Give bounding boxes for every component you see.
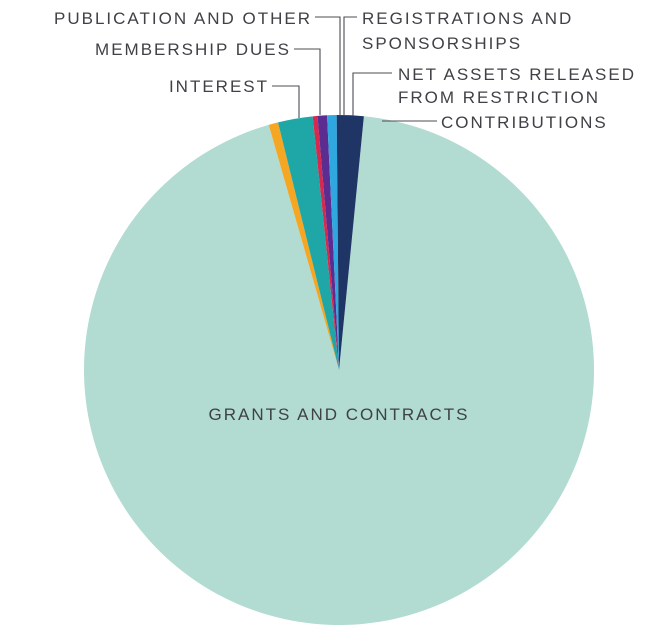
- net-assets-label-line-1: NET ASSETS RELEASED: [398, 65, 636, 84]
- grants-label: GRANTS AND CONTRACTS: [208, 405, 469, 424]
- pie-slice-net-assets-released-from-restriction: [327, 115, 339, 371]
- registrations-label-line-2: SPONSORSHIPS: [362, 34, 522, 53]
- pie-slice-publication-and-other: [312, 115, 339, 371]
- pie-slice-membership-dues: [278, 116, 339, 370]
- slice-labels: INTEREST MEMBERSHIP DUES PUBLICATION AND…: [54, 9, 636, 424]
- pie-slice-interest: [268, 122, 339, 370]
- membership-leader: [294, 48, 321, 115]
- pie-slice-contributions: [336, 115, 364, 371]
- registrations-label-line-1: REGISTRATIONS AND: [362, 9, 573, 28]
- net-assets-label-line-2: FROM RESTRICTION: [398, 88, 600, 107]
- registrations-leader: [343, 16, 357, 116]
- interest-label: INTEREST: [169, 77, 269, 96]
- membership-label: MEMBERSHIP DUES: [95, 40, 291, 59]
- pie-slice-grants-and-contracts: [83, 116, 594, 625]
- pie-slice-registrations-and-sponsorships: [317, 115, 339, 371]
- publication-label: PUBLICATION AND OTHER: [54, 9, 312, 28]
- net-assets-leader: [352, 72, 392, 116]
- contributions-label: CONTRIBUTIONS: [441, 113, 608, 132]
- publication-leader: [315, 16, 341, 116]
- interest-leader: [272, 85, 300, 118]
- leader-lines: [272, 16, 437, 122]
- pie-slices: [83, 115, 594, 625]
